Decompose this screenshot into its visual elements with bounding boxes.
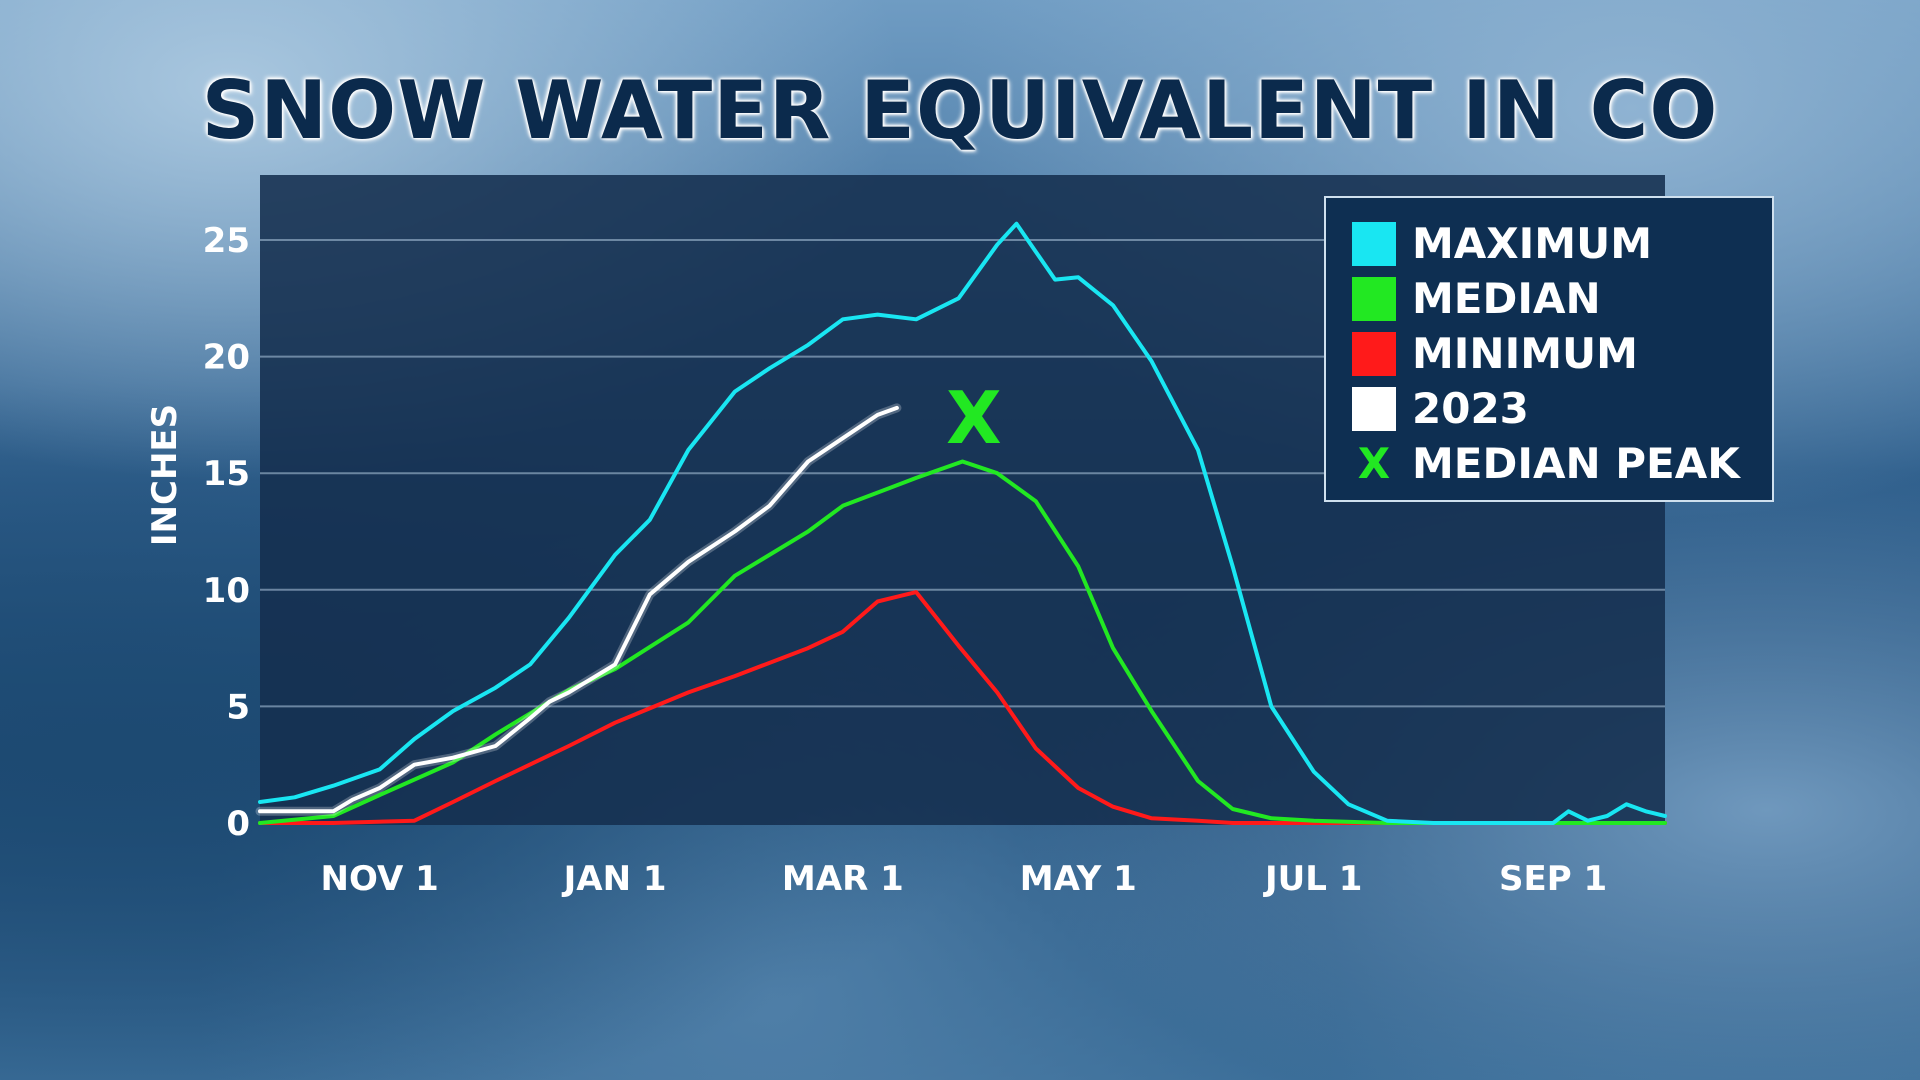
median-peak-marker: X (946, 376, 1002, 461)
chart-title: SNOW WATER EQUIVALENT IN CO (201, 64, 1719, 157)
y-axis-label: INCHES (145, 404, 185, 546)
legend-label-median-peak: MEDIAN PEAK (1412, 439, 1740, 488)
legend: MAXIMUM MEDIAN MINIMUM 2023 X MEDIAN PEA… (1324, 196, 1774, 502)
series-line-minimum (258, 590, 1667, 825)
series-line-2023 (258, 405, 899, 814)
x-tick-jan-1: JAN 1 (562, 859, 667, 899)
legend-swatch-maximum (1352, 221, 1396, 266)
legend-item-median: MEDIAN (1352, 271, 1772, 326)
legend-swatch-minimum (1352, 331, 1396, 376)
series-layer (255, 221, 1667, 825)
legend-item-2023: 2023 (1352, 381, 1772, 436)
legend-label-median: MEDIAN (1412, 274, 1601, 323)
legend-x-marker: X (1357, 438, 1391, 488)
x-tick-jul-1: JUL 1 (1263, 859, 1362, 899)
x-tick-mar-1: MAR 1 (782, 859, 904, 899)
legend-swatch-2023 (1352, 386, 1396, 431)
legend-item-minimum: MINIMUM (1352, 326, 1772, 381)
y-tick-25: 25 (203, 221, 250, 261)
y-tick-15: 15 (203, 454, 250, 494)
legend-item-maximum: MAXIMUM (1352, 216, 1772, 271)
legend-label-maximum: MAXIMUM (1412, 219, 1653, 268)
y-tick-5: 5 (226, 687, 250, 727)
y-tick-labels: 0 5 10 15 20 25 (203, 221, 250, 844)
y-tick-10: 10 (203, 571, 250, 611)
y-tick-0: 0 (226, 804, 250, 844)
series-line-median (258, 459, 1667, 825)
legend-item-median-peak: X MEDIAN PEAK (1352, 436, 1772, 491)
x-tick-sep-1: SEP 1 (1499, 859, 1607, 899)
y-tick-20: 20 (203, 338, 250, 378)
series-line-maximum (258, 221, 1667, 825)
x-tick-nov-1: NOV 1 (321, 859, 439, 899)
legend-label-2023: 2023 (1412, 384, 1529, 433)
x-tick-labels: NOV 1 JAN 1 MAR 1 MAY 1 JUL 1 SEP 1 (321, 859, 1608, 899)
x-tick-may-1: MAY 1 (1020, 859, 1137, 899)
legend-label-minimum: MINIMUM (1412, 329, 1638, 378)
legend-swatch-median (1352, 276, 1396, 321)
